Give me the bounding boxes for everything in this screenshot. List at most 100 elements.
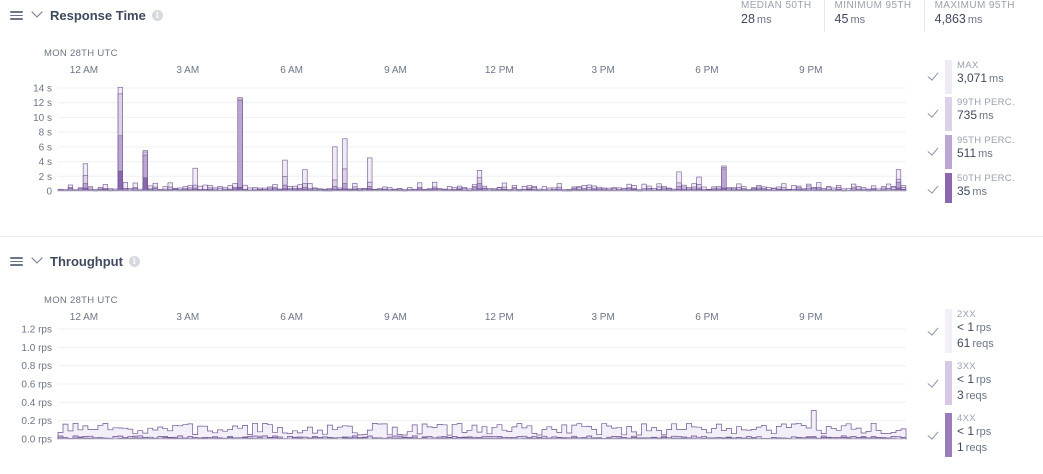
x-tick-label: 6 PM <box>695 65 718 76</box>
y-tick-label: 10 s <box>33 113 52 124</box>
summary-label: MEDIAN 50TH <box>741 0 812 11</box>
response-time-chart[interactable]: 0 2 s 4 s 6 s 8 s 10 s 12 s 14 s 12 AM 3 AM 6 AM 9 … <box>0 0 915 210</box>
series-area-2xx <box>57 410 907 440</box>
legend-number: 61 <box>957 336 971 350</box>
x-tick-label: 3 AM <box>176 65 199 76</box>
legend-number: 1 <box>957 440 964 454</box>
legend-unit: reqs <box>972 338 994 350</box>
y-tick-label: 14 s <box>33 84 52 95</box>
summary-unit: ms <box>850 14 866 26</box>
check-icon <box>927 106 939 118</box>
legend-swatch <box>945 413 952 457</box>
summary-value: 28 ms <box>741 12 812 26</box>
bar-p50 <box>117 170 123 192</box>
legend-text: 4XX < 1 rps 1 reqs <box>957 413 991 456</box>
legend-unit: rps <box>976 374 992 386</box>
x-tick-label: 12 PM <box>485 65 514 76</box>
check-icon <box>927 324 939 336</box>
legend-label: 50TH PERC. <box>957 173 1015 184</box>
x-tick-label: 9 AM <box>384 312 407 323</box>
legend-swatch <box>945 309 952 353</box>
bar-p95 <box>237 100 243 192</box>
summary-value: 45 ms <box>835 12 912 26</box>
y-tick-label: 1.0 rps <box>21 343 52 354</box>
summary-label: MINIMUM 95TH <box>834 0 912 11</box>
legend-number: 735 <box>957 108 978 122</box>
info-icon[interactable]: i <box>151 9 163 21</box>
response-time-summary: MEDIAN 50TH 28 ms MINIMUM 95TH 45 ms MAXIM… <box>731 0 1027 32</box>
y-tick-label: 6 s <box>39 142 52 153</box>
check-icon <box>927 69 939 81</box>
legend-number: < 1 <box>957 320 975 334</box>
legend-label: 95TH PERC. <box>957 135 1015 146</box>
panel-divider <box>0 236 1043 237</box>
response-time-header: Response Time i <box>10 6 163 24</box>
legend-swatch <box>945 60 952 94</box>
summary-label: MAXIMUM 95TH <box>934 0 1015 11</box>
legend-number: 511 <box>957 146 977 160</box>
legend-text: 2XX < 1 rps 61 reqs <box>957 309 994 352</box>
summary-maximum-95th: MAXIMUM 95TH 4,863 ms <box>923 0 1027 32</box>
x-tick-label: 6 AM <box>280 312 303 323</box>
legend-swatch <box>945 135 952 169</box>
legend-swatch <box>945 361 952 405</box>
bar-p50 <box>237 187 243 192</box>
legend-unit: ms <box>989 73 1004 85</box>
legend-value: < 1 rps <box>957 372 991 388</box>
date-label: MON 28TH UTC <box>44 295 118 306</box>
throughput-chart[interactable]: 0.0 rps 0.2 rps 0.4 rps 0.6 rps 0.8 rps 1.0 r… <box>0 246 915 474</box>
summary-number: 45 <box>834 12 849 26</box>
y-tick-label: 0.4 rps <box>21 398 52 409</box>
legend-label: 4XX <box>957 413 976 424</box>
legend-text: 50TH PERC. 35 ms <box>957 173 1015 200</box>
response-time-panel: Response Time i MEDIAN 50TH 28 ms MINIMUM… <box>0 0 1043 236</box>
y-tick-label: 0.2 rps <box>21 416 52 427</box>
x-tick-label: 6 PM <box>695 312 718 323</box>
check-icon <box>927 144 939 156</box>
y-tick-label: 1.2 rps <box>21 325 52 336</box>
legend-label: 99TH PERC. <box>957 97 1015 108</box>
throughput-panel: Throughput i MON 28TH UTC 0.0 rps 0.2 rps… <box>0 246 1043 474</box>
throughput-header: Throughput i <box>10 252 140 270</box>
panel-title: Throughput <box>50 253 123 269</box>
summary-median-50th: MEDIAN 50TH 28 ms <box>731 0 824 32</box>
y-tick-label: 0.8 rps <box>21 361 52 372</box>
menu-icon[interactable] <box>10 256 23 266</box>
y-tick-label: 8 s <box>39 128 52 139</box>
x-tick-label: 3 PM <box>591 65 614 76</box>
legend-text: MAX 3,071 ms <box>957 60 1004 87</box>
x-tick-label: 9 AM <box>384 65 407 76</box>
legend-value: 511 ms <box>957 146 1015 162</box>
legend-unit: ms <box>972 186 988 198</box>
x-tick-label: 12 PM <box>485 312 514 323</box>
legend-value: < 1 rps <box>957 320 994 336</box>
legend-number: 3,071 <box>957 71 988 85</box>
legend-number: 35 <box>957 184 971 198</box>
x-tick-label: 3 AM <box>176 312 199 323</box>
legend-unit: ms <box>978 148 993 160</box>
summary-value: 4,863 ms <box>935 12 1015 26</box>
check-icon <box>927 376 939 388</box>
legend-number: < 1 <box>957 372 975 386</box>
bar-p50 <box>142 177 148 192</box>
y-tick-label: 0.6 rps <box>21 380 52 391</box>
y-tick-label: 0.0 rps <box>21 435 52 446</box>
legend-unit: reqs <box>965 390 988 402</box>
x-tick-label: 12 AM <box>70 65 98 76</box>
check-icon <box>927 182 939 194</box>
legend-swatch <box>945 173 952 203</box>
legend-unit: rps <box>976 322 992 334</box>
summary-number: 28 <box>741 12 755 26</box>
panel-title: Response Time <box>50 7 146 23</box>
info-icon[interactable]: i <box>128 255 140 267</box>
summary-number: 4,863 <box>934 12 966 26</box>
legend-label: 3XX <box>957 361 976 372</box>
y-tick-label: 12 s <box>33 98 52 109</box>
menu-icon[interactable] <box>10 10 23 20</box>
legend-value: 735 ms <box>957 108 1015 124</box>
y-tick-label: 2 s <box>39 172 52 183</box>
summary-unit: ms <box>967 14 983 26</box>
legend-unit: rps <box>976 426 992 438</box>
summary-unit: ms <box>756 14 772 26</box>
legend-text: 3XX < 1 rps 3 reqs <box>957 361 991 404</box>
